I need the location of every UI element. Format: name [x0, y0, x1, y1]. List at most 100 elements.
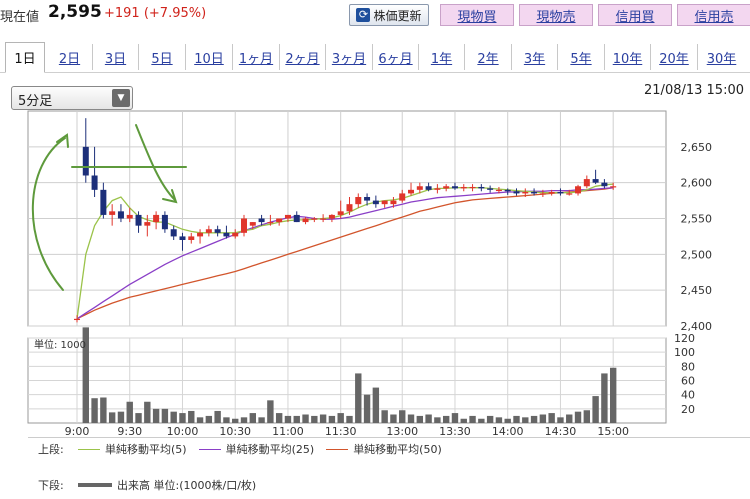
spot-buy-button[interactable]: 現物買	[440, 4, 514, 26]
candle	[302, 217, 309, 225]
volume-bar	[319, 414, 327, 423]
tab-5day[interactable]: 5日	[139, 44, 186, 70]
legend-ma50: 単純移動平均(50)	[326, 441, 442, 457]
legend-ma25: 単純移動平均(25)	[198, 441, 315, 457]
legend-volume: 出来高 単位:(1000株/口/枚)	[78, 477, 256, 493]
candle	[337, 200, 344, 219]
volume-bar	[214, 410, 221, 423]
candle	[328, 214, 335, 223]
ma25-swatch	[198, 448, 221, 450]
candle	[460, 184, 467, 192]
tab-1day[interactable]: 1日	[5, 42, 45, 73]
tab-3month[interactable]: 3ヶ月	[326, 44, 373, 70]
candle	[355, 193, 362, 208]
candle	[144, 214, 151, 237]
tab-10year[interactable]: 10年	[605, 44, 651, 70]
time-tick-label: 11:30	[325, 425, 357, 438]
volume-bar	[205, 415, 213, 423]
tab-3year[interactable]: 3年	[512, 44, 558, 70]
volume-bar	[232, 418, 239, 423]
price-tick-label: 2,400	[681, 320, 713, 333]
candle	[451, 182, 458, 190]
price-tick-label: 2,500	[681, 248, 713, 261]
volume-bar	[513, 415, 520, 423]
spot-sell-button[interactable]: 現物売	[519, 4, 593, 26]
annotation-marks	[31, 124, 187, 291]
tab-3day[interactable]: 3日	[93, 44, 139, 70]
volume-bar	[284, 415, 292, 423]
time-tick-label: 15:00	[597, 425, 629, 438]
refresh-icon: ⟳	[356, 8, 371, 22]
volume-bar	[346, 415, 353, 423]
tab-2day[interactable]: 2日	[47, 44, 93, 70]
candle	[557, 188, 564, 196]
volume-tick-label: 100	[674, 346, 695, 359]
candle	[161, 211, 168, 233]
time-tick-label: 11:00	[272, 425, 304, 438]
volume-bar	[460, 418, 467, 423]
volume-bar	[196, 417, 204, 423]
candle	[170, 225, 177, 240]
candle	[425, 182, 432, 192]
tab-5year[interactable]: 5年	[558, 44, 605, 70]
tab-6month[interactable]: 6ヶ月	[373, 44, 419, 70]
annotation-arrow-down	[135, 124, 176, 201]
tab-2year[interactable]: 2年	[465, 44, 512, 70]
volume-bar	[117, 411, 125, 423]
chart-legend: 上段: 単純移動平均(5) 単純移動平均(25) 単純移動平均(50) 下段: …	[28, 437, 750, 499]
candle	[513, 188, 520, 196]
candle	[197, 229, 204, 244]
volume-tick-label: 120	[674, 332, 695, 345]
candle	[74, 315, 80, 323]
interval-select[interactable]: 5分足 ▼	[11, 86, 133, 110]
tab-1month[interactable]: 1ヶ月	[233, 44, 280, 70]
volume-bar	[574, 411, 582, 423]
tab-1year[interactable]: 1年	[419, 44, 465, 70]
volume-bar	[486, 415, 494, 423]
volume-bar	[442, 415, 450, 423]
volume-bar	[179, 413, 186, 423]
candle	[188, 232, 195, 244]
tab-2month[interactable]: 2ヶ月	[280, 44, 326, 70]
annotation-arrow-down-head	[162, 189, 178, 204]
candle	[214, 225, 221, 237]
candle	[258, 214, 265, 226]
tab-10day[interactable]: 10日	[186, 44, 233, 70]
ma50-line	[76, 187, 614, 320]
volume-bar	[372, 387, 380, 423]
tab-30year[interactable]: 30年	[706, 51, 737, 67]
volume-bar	[469, 415, 476, 423]
candle	[249, 222, 256, 230]
candle	[583, 175, 590, 189]
volume-tick-label: 20	[681, 403, 695, 416]
volume-bars	[82, 327, 617, 423]
volume-bar	[267, 400, 274, 423]
volume-bar	[390, 414, 397, 423]
time-tick-label: 9:30	[117, 425, 142, 438]
candle	[416, 182, 423, 194]
volume-bar	[91, 398, 98, 423]
candle	[478, 184, 485, 192]
legend-ma5: 単純移動平均(5)	[78, 441, 187, 457]
margin-buy-button[interactable]: 信用買	[598, 4, 672, 26]
annotation-arrow-up-head	[56, 133, 69, 148]
candle	[381, 200, 388, 208]
candle	[434, 184, 441, 194]
period-tabs: 1日 2日 3日 5日 10日 1ヶ月 2ヶ月 3ヶ月 6ヶ月 1年 2年 3年…	[0, 40, 750, 73]
volume-unit-label: 単位: 1000	[34, 338, 86, 351]
volume-bar	[337, 413, 344, 423]
candle	[346, 197, 353, 215]
volume-bar	[328, 415, 336, 423]
candle	[223, 225, 230, 239]
candle	[522, 188, 529, 197]
candlesticks	[74, 118, 617, 323]
candle	[241, 214, 248, 237]
legend-ma25-label: 単純移動平均(25)	[225, 443, 315, 456]
tab-20year[interactable]: 20年	[651, 44, 698, 70]
margin-sell-button[interactable]: 信用売	[677, 4, 750, 26]
candle	[390, 197, 397, 208]
volume-bar	[583, 410, 591, 423]
update-price-button[interactable]: ⟳ 株価更新	[349, 4, 429, 26]
price-change: +191 (+7.95%)	[104, 6, 207, 21]
